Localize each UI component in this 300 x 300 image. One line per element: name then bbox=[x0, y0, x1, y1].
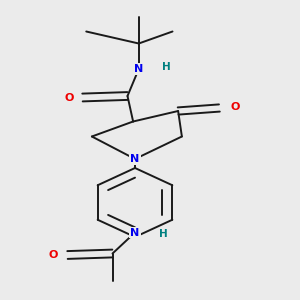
Text: H: H bbox=[163, 62, 171, 73]
Text: H: H bbox=[159, 229, 167, 239]
Text: O: O bbox=[65, 92, 74, 103]
Text: N: N bbox=[130, 227, 140, 238]
Text: N: N bbox=[134, 64, 143, 74]
Text: N: N bbox=[130, 154, 140, 164]
Text: O: O bbox=[49, 250, 58, 260]
Text: O: O bbox=[230, 101, 240, 112]
